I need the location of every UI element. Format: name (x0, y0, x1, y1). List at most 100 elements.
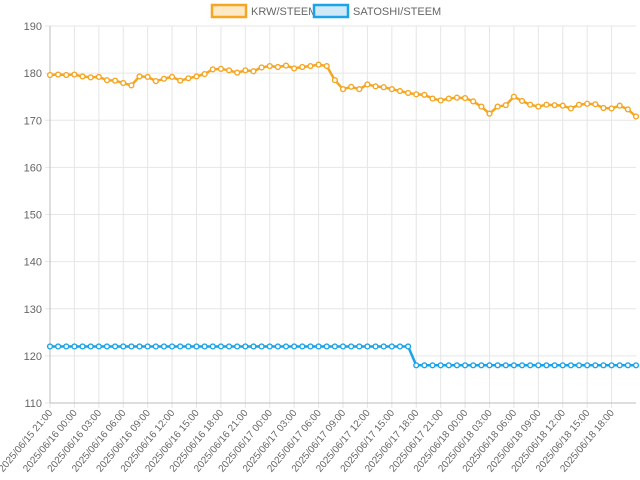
data-point-satoshi-steem[interactable] (527, 362, 534, 369)
data-point-krw-steem[interactable] (242, 67, 249, 74)
data-point-krw-steem[interactable] (160, 75, 168, 82)
data-point-krw-steem[interactable] (193, 73, 200, 80)
data-point-krw-steem[interactable] (600, 104, 607, 112)
data-point-krw-steem[interactable] (201, 70, 208, 78)
data-point-satoshi-steem[interactable] (71, 343, 78, 350)
data-point-krw-steem[interactable] (299, 63, 306, 71)
data-point-krw-steem[interactable] (87, 74, 94, 81)
data-point-satoshi-steem[interactable] (575, 362, 583, 369)
data-point-krw-steem[interactable] (217, 65, 225, 72)
data-point-satoshi-steem[interactable] (543, 362, 550, 369)
data-point-krw-steem[interactable] (437, 97, 444, 104)
data-point-krw-steem[interactable] (429, 95, 436, 102)
data-point-satoshi-steem[interactable] (144, 343, 151, 350)
data-point-satoshi-steem[interactable] (274, 343, 281, 350)
data-point-krw-steem[interactable] (518, 97, 526, 105)
data-point-satoshi-steem[interactable] (396, 343, 404, 350)
data-point-krw-steem[interactable] (396, 87, 404, 95)
data-point-satoshi-steem[interactable] (437, 362, 444, 369)
data-point-satoshi-steem[interactable] (177, 343, 184, 350)
data-point-satoshi-steem[interactable] (250, 343, 257, 350)
data-point-krw-steem[interactable] (584, 100, 591, 107)
data-point-krw-steem[interactable] (152, 78, 159, 85)
data-point-satoshi-steem[interactable] (234, 343, 241, 350)
data-point-krw-steem[interactable] (559, 102, 566, 109)
data-point-krw-steem[interactable] (136, 73, 143, 80)
data-point-krw-steem[interactable] (144, 73, 151, 80)
data-point-krw-steem[interactable] (510, 93, 518, 100)
data-point-satoshi-steem[interactable] (535, 362, 542, 369)
data-point-satoshi-steem[interactable] (120, 343, 127, 350)
data-point-satoshi-steem[interactable] (502, 362, 509, 369)
data-point-krw-steem[interactable] (486, 110, 493, 117)
data-point-krw-steem[interactable] (339, 86, 347, 93)
data-point-satoshi-steem[interactable] (592, 362, 599, 369)
data-point-krw-steem[interactable] (445, 95, 452, 102)
data-point-krw-steem[interactable] (323, 62, 330, 70)
data-point-krw-steem[interactable] (388, 86, 395, 93)
data-point-krw-steem[interactable] (168, 73, 176, 80)
data-point-satoshi-steem[interactable] (364, 343, 371, 350)
data-point-krw-steem[interactable] (608, 105, 615, 112)
data-point-krw-steem[interactable] (348, 83, 355, 90)
data-point-krw-steem[interactable] (405, 89, 412, 97)
data-point-krw-steem[interactable] (250, 68, 257, 75)
data-point-satoshi-steem[interactable] (470, 362, 477, 369)
data-point-satoshi-steem[interactable] (584, 362, 591, 369)
data-point-krw-steem[interactable] (307, 62, 314, 70)
data-point-krw-steem[interactable] (291, 65, 298, 72)
data-point-krw-steem[interactable] (478, 103, 485, 110)
data-point-satoshi-steem[interactable] (478, 362, 485, 369)
data-point-satoshi-steem[interactable] (372, 343, 379, 350)
data-point-satoshi-steem[interactable] (461, 362, 469, 369)
data-point-satoshi-steem[interactable] (258, 343, 265, 350)
data-point-krw-steem[interactable] (95, 73, 102, 80)
legend-item-satoshi-steem[interactable]: SATOSHI/STEEM (312, 3, 441, 19)
data-point-satoshi-steem[interactable] (209, 343, 216, 350)
data-point-satoshi-steem[interactable] (201, 343, 208, 350)
data-point-satoshi-steem[interactable] (608, 362, 615, 369)
data-point-satoshi-steem[interactable] (136, 343, 143, 350)
data-point-satoshi-steem[interactable] (567, 362, 574, 369)
data-point-satoshi-steem[interactable] (429, 362, 436, 369)
data-point-satoshi-steem[interactable] (87, 343, 94, 350)
data-point-satoshi-steem[interactable] (46, 343, 54, 350)
data-point-krw-steem[interactable] (372, 83, 379, 90)
data-point-satoshi-steem[interactable] (55, 343, 62, 350)
data-point-krw-steem[interactable] (266, 62, 273, 70)
data-point-satoshi-steem[interactable] (510, 362, 518, 369)
data-point-satoshi-steem[interactable] (217, 343, 225, 350)
data-point-satoshi-steem[interactable] (315, 343, 322, 350)
data-point-krw-steem[interactable] (79, 73, 86, 80)
data-point-satoshi-steem[interactable] (323, 343, 330, 350)
data-point-krw-steem[interactable] (177, 77, 184, 84)
data-point-krw-steem[interactable] (185, 75, 192, 82)
data-point-satoshi-steem[interactable] (291, 343, 298, 350)
data-point-satoshi-steem[interactable] (616, 362, 623, 369)
data-point-satoshi-steem[interactable] (331, 343, 338, 350)
data-point-krw-steem[interactable] (282, 62, 290, 69)
data-point-krw-steem[interactable] (592, 101, 599, 108)
data-point-satoshi-steem[interactable] (112, 343, 119, 350)
data-point-krw-steem[interactable] (55, 71, 62, 78)
data-point-krw-steem[interactable] (120, 79, 127, 87)
data-point-krw-steem[interactable] (71, 71, 78, 78)
data-point-krw-steem[interactable] (413, 91, 420, 98)
data-point-krw-steem[interactable] (543, 101, 550, 108)
data-point-krw-steem[interactable] (112, 77, 119, 84)
data-point-satoshi-steem[interactable] (388, 343, 395, 350)
data-point-krw-steem[interactable] (470, 98, 477, 105)
data-point-satoshi-steem[interactable] (299, 343, 306, 350)
data-point-krw-steem[interactable] (128, 82, 135, 89)
data-point-satoshi-steem[interactable] (356, 343, 363, 350)
data-point-satoshi-steem[interactable] (551, 362, 558, 369)
data-point-satoshi-steem[interactable] (152, 343, 159, 350)
data-point-krw-steem[interactable] (364, 81, 371, 88)
data-point-satoshi-steem[interactable] (63, 343, 70, 350)
data-point-satoshi-steem[interactable] (559, 362, 566, 369)
data-point-satoshi-steem[interactable] (380, 343, 387, 350)
data-point-krw-steem[interactable] (535, 103, 542, 110)
data-point-satoshi-steem[interactable] (421, 362, 428, 369)
data-point-krw-steem[interactable] (551, 102, 558, 109)
data-point-krw-steem[interactable] (527, 101, 534, 108)
